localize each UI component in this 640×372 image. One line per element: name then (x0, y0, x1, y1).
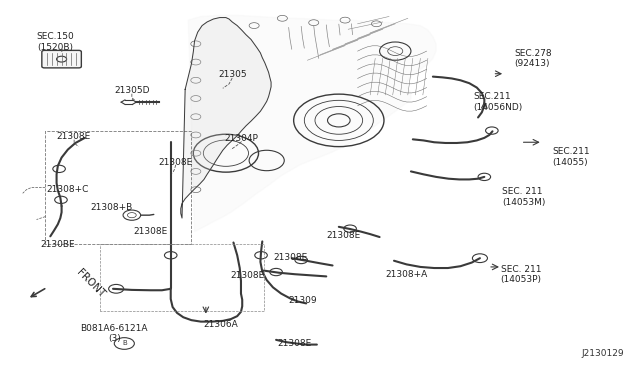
Text: SEC. 211
(14053P): SEC. 211 (14053P) (500, 264, 541, 284)
Text: 21308E: 21308E (134, 227, 168, 236)
Text: 21305D: 21305D (114, 86, 150, 95)
Text: B081A6-6121A
(3): B081A6-6121A (3) (81, 324, 148, 343)
Text: J2130129: J2130129 (582, 349, 624, 358)
Text: 21308+A: 21308+A (385, 270, 428, 279)
Polygon shape (188, 15, 436, 231)
Text: 21305: 21305 (218, 70, 246, 79)
Text: 21308E: 21308E (278, 339, 312, 348)
Text: SEC.278
(92413): SEC.278 (92413) (515, 49, 552, 68)
Text: 21308E: 21308E (273, 253, 308, 262)
Polygon shape (180, 17, 271, 218)
Text: SEC.150
(1520B): SEC.150 (1520B) (36, 32, 74, 52)
Text: 2130BE: 2130BE (40, 240, 75, 249)
Text: B: B (122, 340, 127, 346)
FancyBboxPatch shape (42, 50, 81, 68)
Text: SEC.211
(14056ND): SEC.211 (14056ND) (474, 93, 523, 112)
Text: 21308+B: 21308+B (91, 203, 133, 212)
Text: 21308E: 21308E (159, 158, 193, 167)
Text: SEC.211
(14055): SEC.211 (14055) (552, 147, 589, 167)
Text: 21308E: 21308E (326, 231, 361, 240)
Text: SEC. 211
(14053M): SEC. 211 (14053M) (502, 187, 545, 206)
Text: 21309: 21309 (288, 296, 317, 305)
Text: 21308E: 21308E (231, 271, 265, 280)
Text: FRONT: FRONT (74, 268, 106, 300)
Text: 21306A: 21306A (204, 320, 238, 329)
Text: 21308+C: 21308+C (47, 185, 89, 194)
Text: 21304P: 21304P (225, 134, 259, 143)
Text: 21308E: 21308E (56, 132, 91, 141)
